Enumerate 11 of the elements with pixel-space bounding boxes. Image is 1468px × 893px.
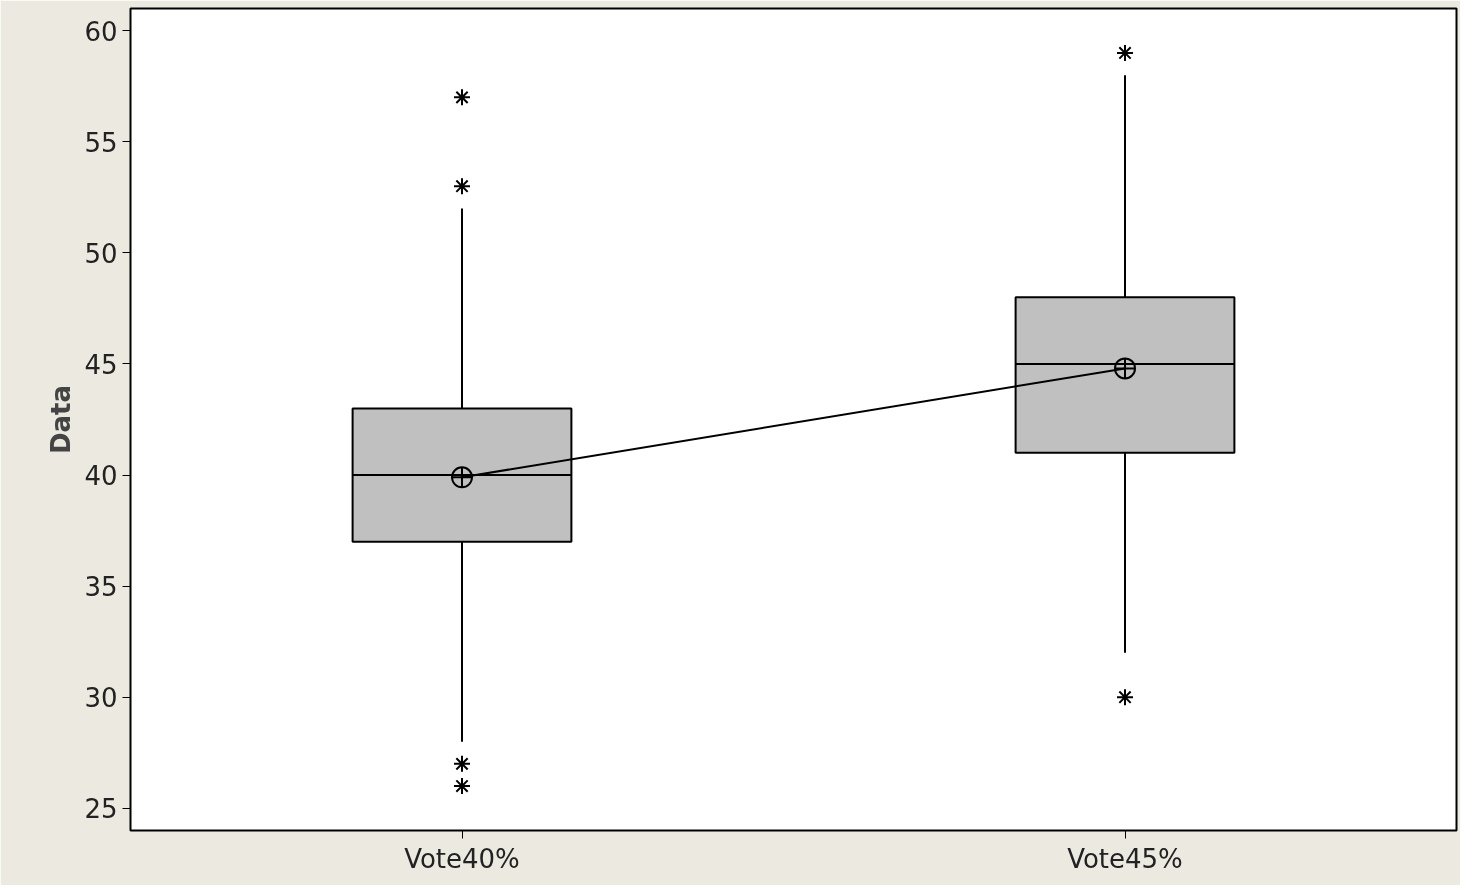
y-axis-title: Data	[46, 384, 77, 455]
x-tick-label: Vote45%	[1067, 843, 1183, 874]
y-tick-label: 35	[84, 572, 118, 603]
y-tick-label: 45	[84, 349, 118, 380]
y-tick-label: 25	[84, 794, 118, 825]
y-tick-label: 50	[84, 238, 118, 269]
x-tick-label: Vote40%	[404, 843, 520, 874]
y-tick-label: 60	[84, 16, 118, 47]
y-tick-label: 55	[84, 127, 118, 158]
y-tick-label: 30	[84, 683, 118, 714]
y-tick-label: 40	[84, 461, 118, 492]
